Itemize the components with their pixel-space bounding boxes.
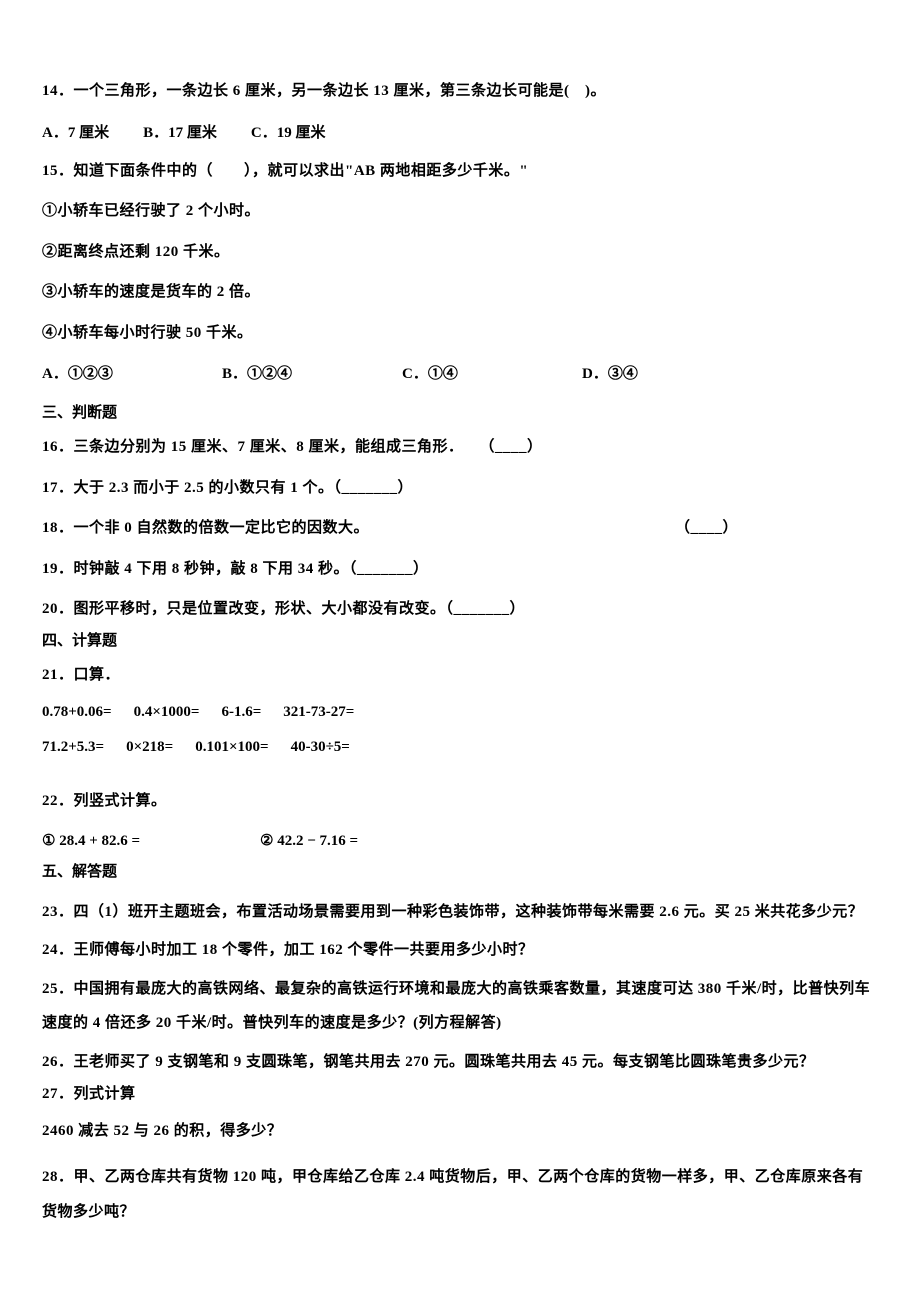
q18-blank: （____） bbox=[675, 517, 738, 540]
q21-r2-b: 0×218= bbox=[126, 739, 173, 756]
q19: 19．时钟敲 4 下用 8 秒钟，敲 8 下用 34 秒。（_______） bbox=[42, 558, 878, 581]
exam-page: 14．一个三角形，一条边长 6 厘米，另一条边长 13 厘米，第三条边长可能是(… bbox=[0, 0, 920, 1293]
q22-b: ② 42.2 − 7.16 = bbox=[260, 831, 358, 850]
q21-r2-a: 71.2+5.3= bbox=[42, 739, 104, 756]
q21-stem: 21．口算． bbox=[42, 664, 878, 687]
q22-stem: 22．列竖式计算。 bbox=[42, 790, 878, 813]
q28: 28．甲、乙两仓库共有货物 120 吨，甲仓库给乙仓库 2.4 吨货物后，甲、乙… bbox=[42, 1160, 878, 1229]
section-3-title: 三、判断题 bbox=[42, 401, 878, 422]
q15-cond-2: ②距离终点还剩 120 千米。 bbox=[42, 241, 878, 264]
q22-a: ① 28.4 + 82.6 = bbox=[42, 831, 140, 850]
q25: 25．中国拥有最庞大的高铁网络、最复杂的高铁运行环境和最庞大的高铁乘客数量，其速… bbox=[42, 972, 878, 1041]
q15-opt-b: B．①②④ bbox=[222, 362, 402, 383]
q14-opt-b: B．17 厘米 bbox=[143, 121, 217, 142]
q21-r1-d: 321-73-27= bbox=[283, 704, 354, 721]
section-4-title: 四、计算题 bbox=[42, 629, 878, 650]
q21-r2-c: 0.101×100= bbox=[195, 739, 268, 756]
q14-stem: 14．一个三角形，一条边长 6 厘米，另一条边长 13 厘米，第三条边长可能是(… bbox=[42, 80, 878, 103]
section-5-title: 五、解答题 bbox=[42, 860, 878, 881]
q14-opt-a: A．7 厘米 bbox=[42, 121, 109, 142]
q18-text: 18．一个非 0 自然数的倍数一定比它的因数大。 bbox=[42, 517, 369, 540]
q23: 23．四（1）班开主题班会，布置活动场景需要用到一种彩色装饰带，这种装饰带每米需… bbox=[42, 895, 878, 930]
q21-r2-d: 40-30÷5= bbox=[291, 739, 350, 756]
q15-options: A．①②③ B．①②④ C．①④ D．③④ bbox=[42, 362, 878, 383]
q14-opt-c: C．19 厘米 bbox=[251, 121, 326, 142]
q16: 16．三条边分别为 15 厘米、7 厘米、8 厘米，能组成三角形． （____） bbox=[42, 436, 878, 459]
q15-stem: 15．知道下面条件中的（ ），就可以求出"AB 两地相距多少千米。" bbox=[42, 160, 878, 183]
q15-opt-c: C．①④ bbox=[402, 362, 582, 383]
q15-opt-d: D．③④ bbox=[582, 362, 638, 383]
q21-r1-c: 6-1.6= bbox=[221, 704, 261, 721]
q14-options: A．7 厘米 B．17 厘米 C．19 厘米 bbox=[42, 121, 878, 142]
q15-cond-4: ④小轿车每小时行驶 50 千米。 bbox=[42, 322, 878, 345]
q21-row1: 0.78+0.06= 0.4×1000= 6-1.6= 321-73-27= bbox=[42, 704, 878, 721]
q21-r1-a: 0.78+0.06= bbox=[42, 704, 112, 721]
q21-row2: 71.2+5.3= 0×218= 0.101×100= 40-30÷5= bbox=[42, 739, 878, 756]
q15-cond-3: ③小轿车的速度是货车的 2 倍。 bbox=[42, 281, 878, 304]
q26: 26．王老师买了 9 支钢笔和 9 支圆珠笔，钢笔共用去 270 元。圆珠笔共用… bbox=[42, 1045, 878, 1080]
q20: 20．图形平移时，只是位置改变，形状、大小都没有改变。（_______） bbox=[42, 598, 878, 621]
q27-body: 2460 减去 52 与 26 的积，得多少？ bbox=[42, 1120, 878, 1143]
q21-r1-b: 0.4×1000= bbox=[134, 704, 200, 721]
q15-cond-1: ①小轿车已经行驶了 2 个小时。 bbox=[42, 200, 878, 223]
q24: 24．王师傅每小时加工 18 个零件，加工 162 个零件一共要用多少小时？ bbox=[42, 933, 878, 968]
q27-stem: 27．列式计算 bbox=[42, 1083, 878, 1106]
q15-opt-a: A．①②③ bbox=[42, 362, 222, 383]
q17: 17．大于 2.3 而小于 2.5 的小数只有 1 个。（_______） bbox=[42, 477, 878, 500]
q18: 18．一个非 0 自然数的倍数一定比它的因数大。 （____） bbox=[42, 517, 878, 540]
q22-items: ① 28.4 + 82.6 = ② 42.2 − 7.16 = bbox=[42, 831, 878, 850]
